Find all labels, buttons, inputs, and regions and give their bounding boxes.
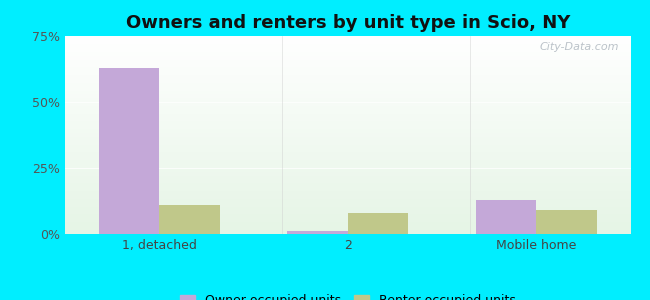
Title: Owners and renters by unit type in Scio, NY: Owners and renters by unit type in Scio,… <box>125 14 570 32</box>
Bar <box>287 231 348 234</box>
Text: City-Data.com: City-Data.com <box>540 42 619 52</box>
Bar <box>536 210 597 234</box>
Bar <box>476 200 536 234</box>
Bar <box>348 213 408 234</box>
Bar <box>159 205 220 234</box>
Legend: Owner occupied units, Renter occupied units: Owner occupied units, Renter occupied un… <box>176 290 519 300</box>
Bar <box>99 68 159 234</box>
